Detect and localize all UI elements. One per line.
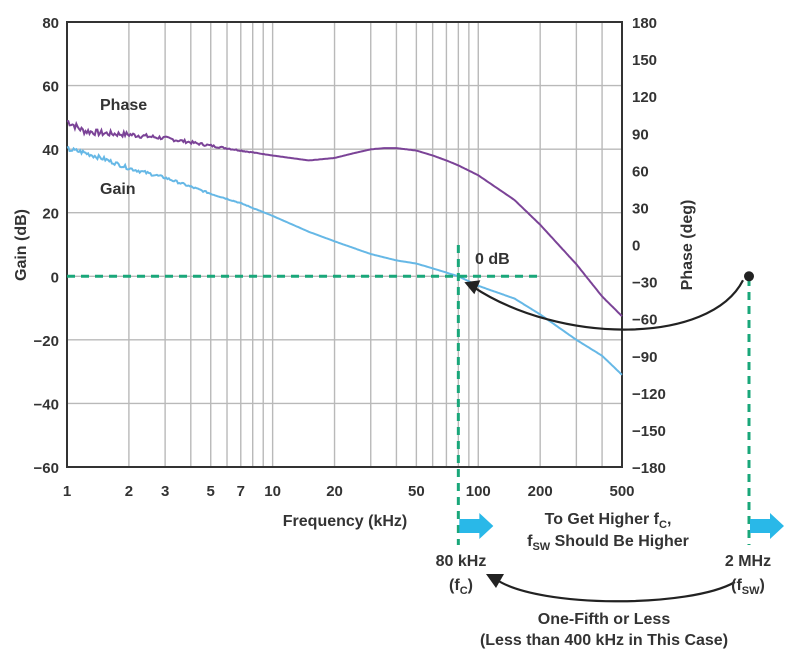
x-tick-label: 2	[125, 483, 133, 500]
y-tick-label-left: −60	[34, 460, 59, 477]
y-tick-label-left: 80	[42, 15, 59, 32]
series-label-phase: Phase	[100, 97, 147, 114]
higher-fc-note-line2: fSW Should Be Higher	[527, 533, 689, 553]
higher-fc-note-line1: To Get Higher fC,	[545, 511, 672, 531]
fsw-label-symbol: (fSW)	[731, 577, 765, 597]
blue-arrow-fsw	[750, 513, 784, 539]
plot-frame	[66, 21, 623, 468]
x-tick-label: 20	[326, 483, 343, 500]
series-label-gain: Gain	[100, 181, 136, 198]
one-fifth-note-line1: One-Fifth or Less	[538, 611, 671, 628]
x-tick-label: 500	[609, 483, 634, 500]
one-fifth-note-line2: (Less than 400 kHz in This Case)	[480, 632, 728, 649]
y-tick-label-left: −20	[34, 333, 59, 350]
y-tick-label-right: −180	[632, 460, 666, 477]
y-axis-title-right: Phase (deg)	[679, 200, 696, 291]
y-tick-label-right: 180	[632, 15, 657, 32]
fsw-label-value: 2 MHz	[725, 553, 771, 570]
zero-db-label: 0 dB	[475, 251, 510, 268]
y-tick-label-right: −90	[632, 349, 657, 366]
y-tick-label-right: 90	[632, 126, 649, 143]
y-tick-label-left: 60	[42, 79, 59, 96]
y-tick-label-right: −60	[632, 312, 657, 329]
y-tick-label-right: 0	[632, 238, 640, 255]
y-tick-label-left: 40	[42, 142, 59, 159]
curved-arrowhead-top	[464, 280, 481, 295]
x-tick-label: 1	[63, 483, 71, 500]
series-line-phase	[66, 120, 623, 317]
blue-arrow-fc	[459, 513, 494, 539]
y-tick-label-left: 0	[51, 269, 59, 286]
x-tick-label: 50	[408, 483, 425, 500]
y-axis-title-left: Gain (dB)	[13, 209, 30, 281]
y-tick-label-right: 30	[632, 200, 649, 217]
x-tick-label: 200	[528, 483, 553, 500]
fc-label-value: 80 kHz	[436, 553, 487, 570]
fc-label-symbol: (fC)	[449, 577, 473, 597]
grid	[67, 22, 622, 467]
y-tick-label-left: −40	[34, 396, 59, 413]
y-tick-label-right: 60	[632, 163, 649, 180]
curved-arrowhead-bottom	[486, 574, 504, 588]
x-axis-title: Frequency (kHz)	[283, 513, 407, 530]
x-tick-label: 3	[161, 483, 169, 500]
y-tick-label-right: 150	[632, 52, 657, 69]
fsw-marker-dot	[744, 271, 754, 282]
series-line-gain	[66, 145, 623, 376]
curved-arrow-top	[471, 279, 744, 331]
curved-arrow-bottom	[496, 579, 736, 603]
x-tick-label: 100	[466, 483, 491, 500]
y-tick-label-right: −120	[632, 386, 666, 403]
y-tick-label-left: 20	[42, 206, 59, 223]
x-tick-label: 7	[237, 483, 245, 500]
y-tick-label-right: −30	[632, 275, 657, 292]
x-tick-label: 10	[264, 483, 281, 500]
x-tick-label: 5	[207, 483, 215, 500]
y-tick-label-right: −150	[632, 423, 666, 440]
y-tick-label-right: 120	[632, 89, 657, 106]
